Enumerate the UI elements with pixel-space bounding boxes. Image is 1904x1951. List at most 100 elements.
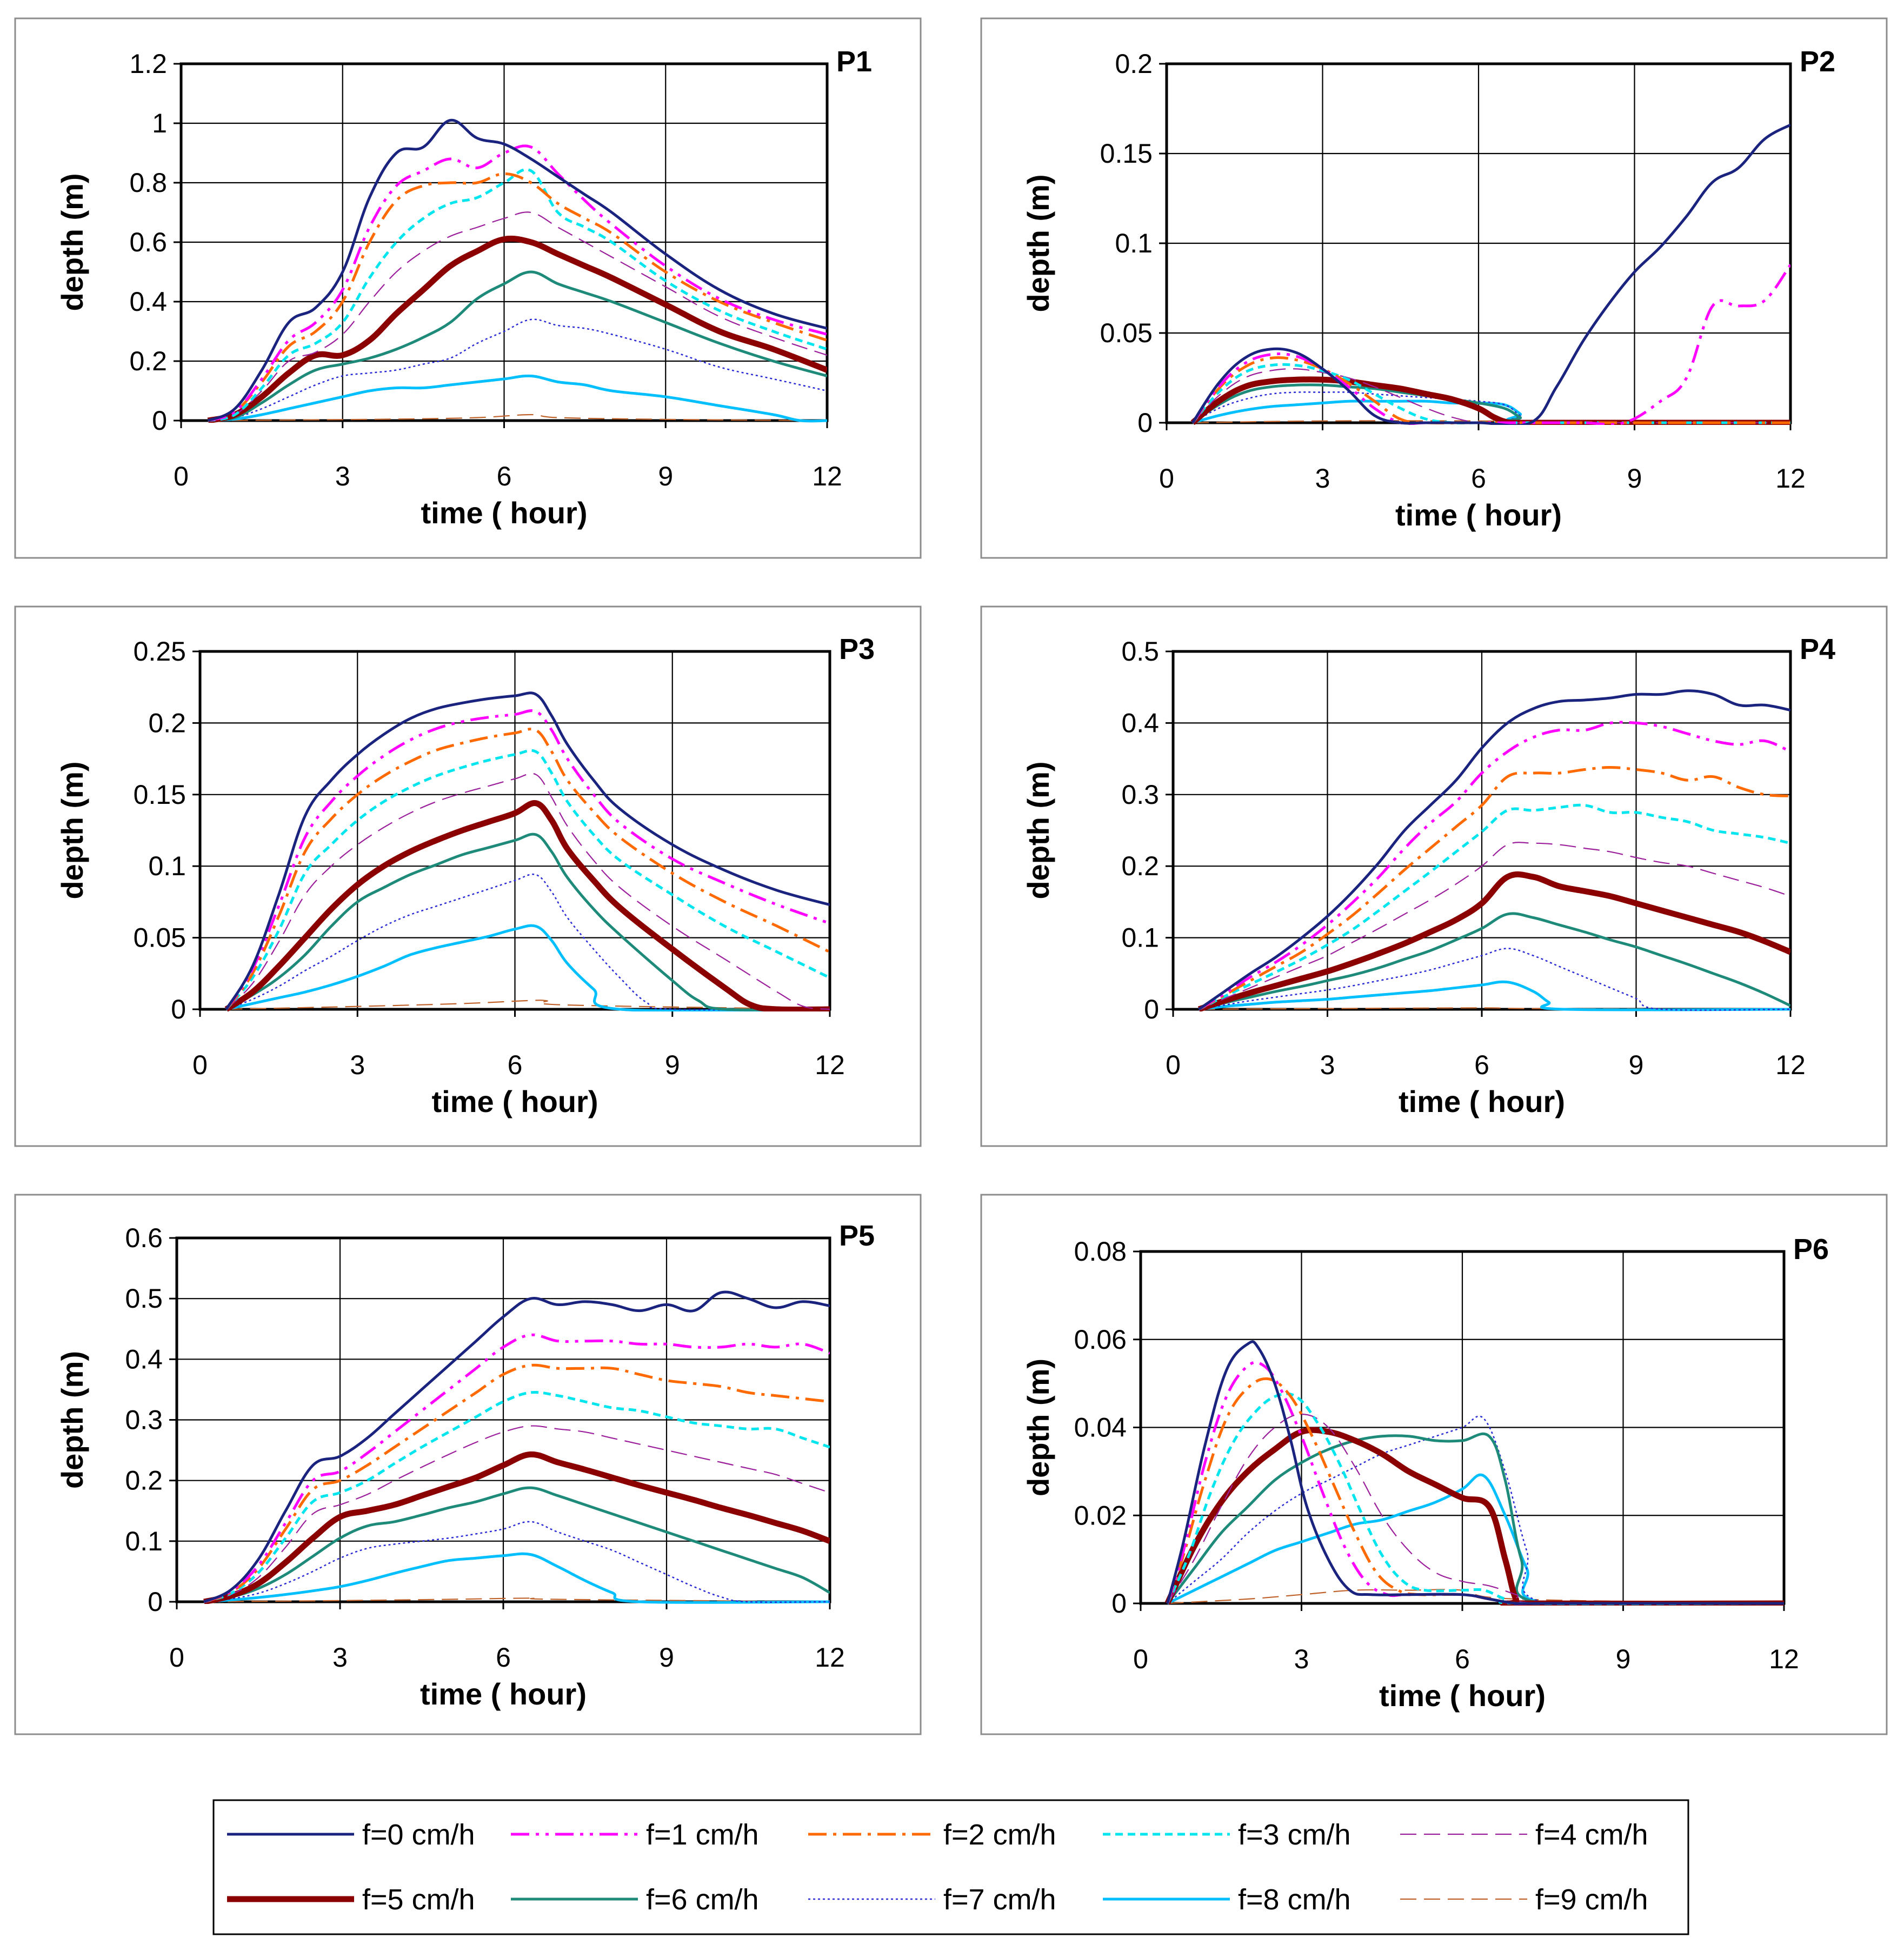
series-line-f-4-cm-h: [1199, 842, 1790, 1010]
series-line-f-9-cm-h: [1167, 1589, 1784, 1604]
series-line-f-6-cm-h: [225, 833, 830, 1011]
panel-p2: 0 0.05 0.1 0.15 0.2 0 3 6 9 12 time ( hour) depth (…: [980, 17, 1888, 559]
series-line-f-7-cm-h: [208, 318, 827, 422]
y-tick-label: 0.1: [1115, 228, 1153, 258]
x-tick-label: 0: [1166, 1050, 1181, 1080]
x-tick-label: 0: [169, 1642, 184, 1673]
legend-label: f=0 cm/h: [362, 1819, 475, 1851]
y-tick-label: 0.5: [125, 1283, 163, 1314]
x-tick-label: 9: [658, 461, 673, 491]
y-tick-label: 0.06: [1074, 1324, 1127, 1355]
y-tick-label: 0.6: [129, 227, 167, 257]
x-tick-label: 9: [659, 1642, 674, 1673]
y-tick-label: 0: [1144, 994, 1159, 1024]
y-axis-title: depth (m): [1021, 761, 1055, 899]
y-tick-label: 0.2: [125, 1466, 163, 1496]
y-axis-title: depth (m): [55, 1351, 89, 1489]
series-line-f-1-cm-h: [203, 1333, 830, 1603]
y-tick-label: 0.15: [134, 780, 186, 810]
x-tick-label: 0: [1159, 463, 1174, 494]
series-line-f-2-cm-h: [1198, 766, 1790, 1011]
panel-p3: 0 0.05 0.1 0.15 0.2 0.25 0 3 6 9 12 time ( hour) dep…: [14, 605, 922, 1147]
y-tick-label: 0.4: [129, 287, 167, 317]
legend-label: f=6 cm/h: [646, 1883, 759, 1916]
y-axis-title: depth (m): [55, 761, 89, 899]
series-group: [203, 1290, 830, 1604]
series-line-f-0-cm-h: [207, 118, 827, 422]
y-tick-label: 0.3: [125, 1405, 163, 1435]
legend-item: f=5 cm/h: [227, 1883, 475, 1916]
y-tick-label: 0.1: [148, 851, 186, 881]
x-tick-label: 3: [350, 1050, 365, 1080]
legend: f=0 cm/h f=1 cm/h f=2 cm/h f=3 cm/h f=4 cm/h…: [212, 1799, 1689, 1935]
y-tick-label: 0.1: [125, 1526, 163, 1556]
x-tick-label: 3: [1320, 1050, 1335, 1080]
x-tick-label: 9: [1627, 463, 1642, 494]
series-line-f-1-cm-h: [225, 709, 830, 1010]
series-line-f-2-cm-h: [208, 172, 827, 422]
x-tick-label: 3: [335, 461, 350, 491]
y-tick-label: 0: [171, 994, 186, 1024]
y-tick-label: 0.2: [129, 346, 167, 376]
series-line-f-0-cm-h: [203, 1290, 830, 1603]
y-tick-label: 0.25: [134, 636, 186, 667]
x-tick-label: 12: [1775, 1050, 1806, 1080]
series-group: [1190, 123, 1790, 425]
series-line-f-8-cm-h: [1167, 1473, 1784, 1606]
series-line-f-7-cm-h: [1167, 1415, 1784, 1606]
y-axis-title: depth (m): [1021, 174, 1055, 312]
legend-label: f=4 cm/h: [1535, 1819, 1648, 1851]
y-tick-label: 0.15: [1100, 138, 1153, 169]
y-tick-label: 0: [152, 405, 167, 436]
series-line-f-0-cm-h: [1198, 689, 1790, 1011]
y-tick-label: 0.5: [1121, 636, 1159, 667]
y-tick-label: 0.4: [1121, 708, 1159, 738]
series-line-f-9-cm-h: [204, 1597, 830, 1603]
series-line-f-0-cm-h: [1166, 1340, 1784, 1606]
y-tick-label: 0.1: [1121, 923, 1159, 953]
y-tick-label: 0.6: [125, 1223, 163, 1253]
x-tick-label: 6: [1455, 1644, 1470, 1674]
series-line-f-9-cm-h: [1199, 1007, 1790, 1010]
y-tick-label: 0.04: [1074, 1413, 1127, 1443]
x-tick-label: 12: [812, 461, 842, 491]
y-tick-label: 0.08: [1074, 1236, 1127, 1267]
legend-label: f=1 cm/h: [646, 1819, 759, 1851]
legend-label: f=5 cm/h: [362, 1883, 475, 1916]
legend-item: f=2 cm/h: [808, 1819, 1056, 1851]
series-line-f-3-cm-h: [203, 1391, 830, 1603]
y-tick-label: 0.8: [129, 168, 167, 198]
y-tick-label: 0.02: [1074, 1500, 1127, 1530]
y-tick-label: 0.3: [1121, 780, 1159, 810]
x-axis-title: time ( hour): [421, 496, 588, 530]
series-line-f-3-cm-h: [1198, 803, 1790, 1011]
series-group: [207, 118, 827, 423]
series-line-f-6-cm-h: [1166, 1432, 1784, 1606]
legend-item: f=1 cm/h: [511, 1819, 759, 1851]
series-line-f-4-cm-h: [204, 1425, 830, 1603]
x-tick-label: 3: [1294, 1644, 1309, 1674]
x-axis-title: time ( hour): [1395, 498, 1562, 532]
x-tick-label: 6: [1474, 1050, 1489, 1080]
legend-label: f=2 cm/h: [943, 1819, 1056, 1851]
legend-item: f=3 cm/h: [1103, 1819, 1351, 1851]
legend-item: f=7 cm/h: [808, 1883, 1056, 1916]
x-tick-label: 0: [192, 1050, 208, 1080]
panel-label: P1: [836, 45, 872, 78]
x-axis-title: time ( hour): [1379, 1679, 1546, 1713]
series-line-f-1-cm-h: [1198, 721, 1790, 1011]
y-axis-title: depth (m): [1021, 1359, 1055, 1496]
y-tick-label: 0: [148, 1587, 163, 1617]
panel-p6: 0 0.02 0.04 0.06 0.08 0 3 6 9 12 time ( hour) depth…: [980, 1194, 1888, 1735]
x-tick-label: 12: [815, 1642, 845, 1673]
series-group: [1197, 689, 1790, 1011]
y-axis-title: depth (m): [55, 173, 89, 311]
y-tick-label: 1: [152, 108, 167, 138]
x-axis-title: time ( hour): [420, 1677, 587, 1711]
series-group: [1164, 1340, 1784, 1606]
series-group: [224, 691, 830, 1011]
x-tick-label: 6: [497, 461, 512, 491]
series-line-f-2-cm-h: [203, 1363, 830, 1603]
series-line-f-2-cm-h: [225, 728, 830, 1010]
y-tick-label: 0: [1111, 1588, 1127, 1619]
